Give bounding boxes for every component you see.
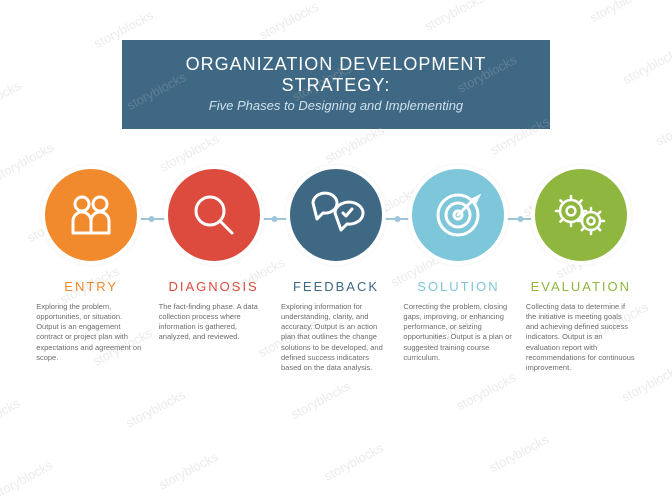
diagnosis-description: The fact-finding phase. A data collectio… bbox=[159, 302, 269, 343]
gears-icon bbox=[551, 187, 611, 243]
people-icon bbox=[63, 187, 119, 243]
solution-title: SOLUTION bbox=[417, 279, 499, 294]
header-subtitle: Five Phases to Designing and Implementin… bbox=[132, 98, 540, 113]
infographic-canvas: ORGANIZATION DEVELOPMENT STRATEGY: Five … bbox=[0, 0, 672, 503]
solution-circle bbox=[408, 165, 508, 265]
phase-entry: ENTRY Exploring the problem, opportunitie… bbox=[30, 165, 152, 363]
evaluation-title: EVALUATION bbox=[531, 279, 631, 294]
phase-solution: SOLUTION Correcting the problem, closing … bbox=[397, 165, 519, 363]
entry-circle bbox=[41, 165, 141, 265]
phase-feedback: FEEDBACK Exploring information for unders… bbox=[275, 165, 397, 373]
diagnosis-circle bbox=[164, 165, 264, 265]
phases-row: ENTRY Exploring the problem, opportunitie… bbox=[30, 165, 642, 373]
diagnosis-title: DIAGNOSIS bbox=[168, 279, 258, 294]
feedback-title: FEEDBACK bbox=[293, 279, 379, 294]
evaluation-description: Collecting data to determine if the init… bbox=[526, 302, 636, 373]
header-title: ORGANIZATION DEVELOPMENT STRATEGY: bbox=[132, 54, 540, 96]
entry-description: Exploring the problem, opportunities, or… bbox=[36, 302, 146, 363]
evaluation-circle bbox=[531, 165, 631, 265]
header-band: ORGANIZATION DEVELOPMENT STRATEGY: Five … bbox=[122, 40, 550, 129]
target-icon bbox=[430, 187, 486, 243]
phase-diagnosis: DIAGNOSIS The fact-finding phase. A data … bbox=[152, 165, 274, 343]
entry-title: ENTRY bbox=[64, 279, 118, 294]
magnifier-icon bbox=[186, 187, 242, 243]
feedback-description: Exploring information for understanding,… bbox=[281, 302, 391, 373]
feedback-circle bbox=[286, 165, 386, 265]
phase-evaluation: EVALUATION Collecting data to determine i… bbox=[520, 165, 642, 373]
solution-description: Correcting the problem, closing gaps, im… bbox=[403, 302, 513, 363]
speech-icon bbox=[307, 187, 365, 243]
